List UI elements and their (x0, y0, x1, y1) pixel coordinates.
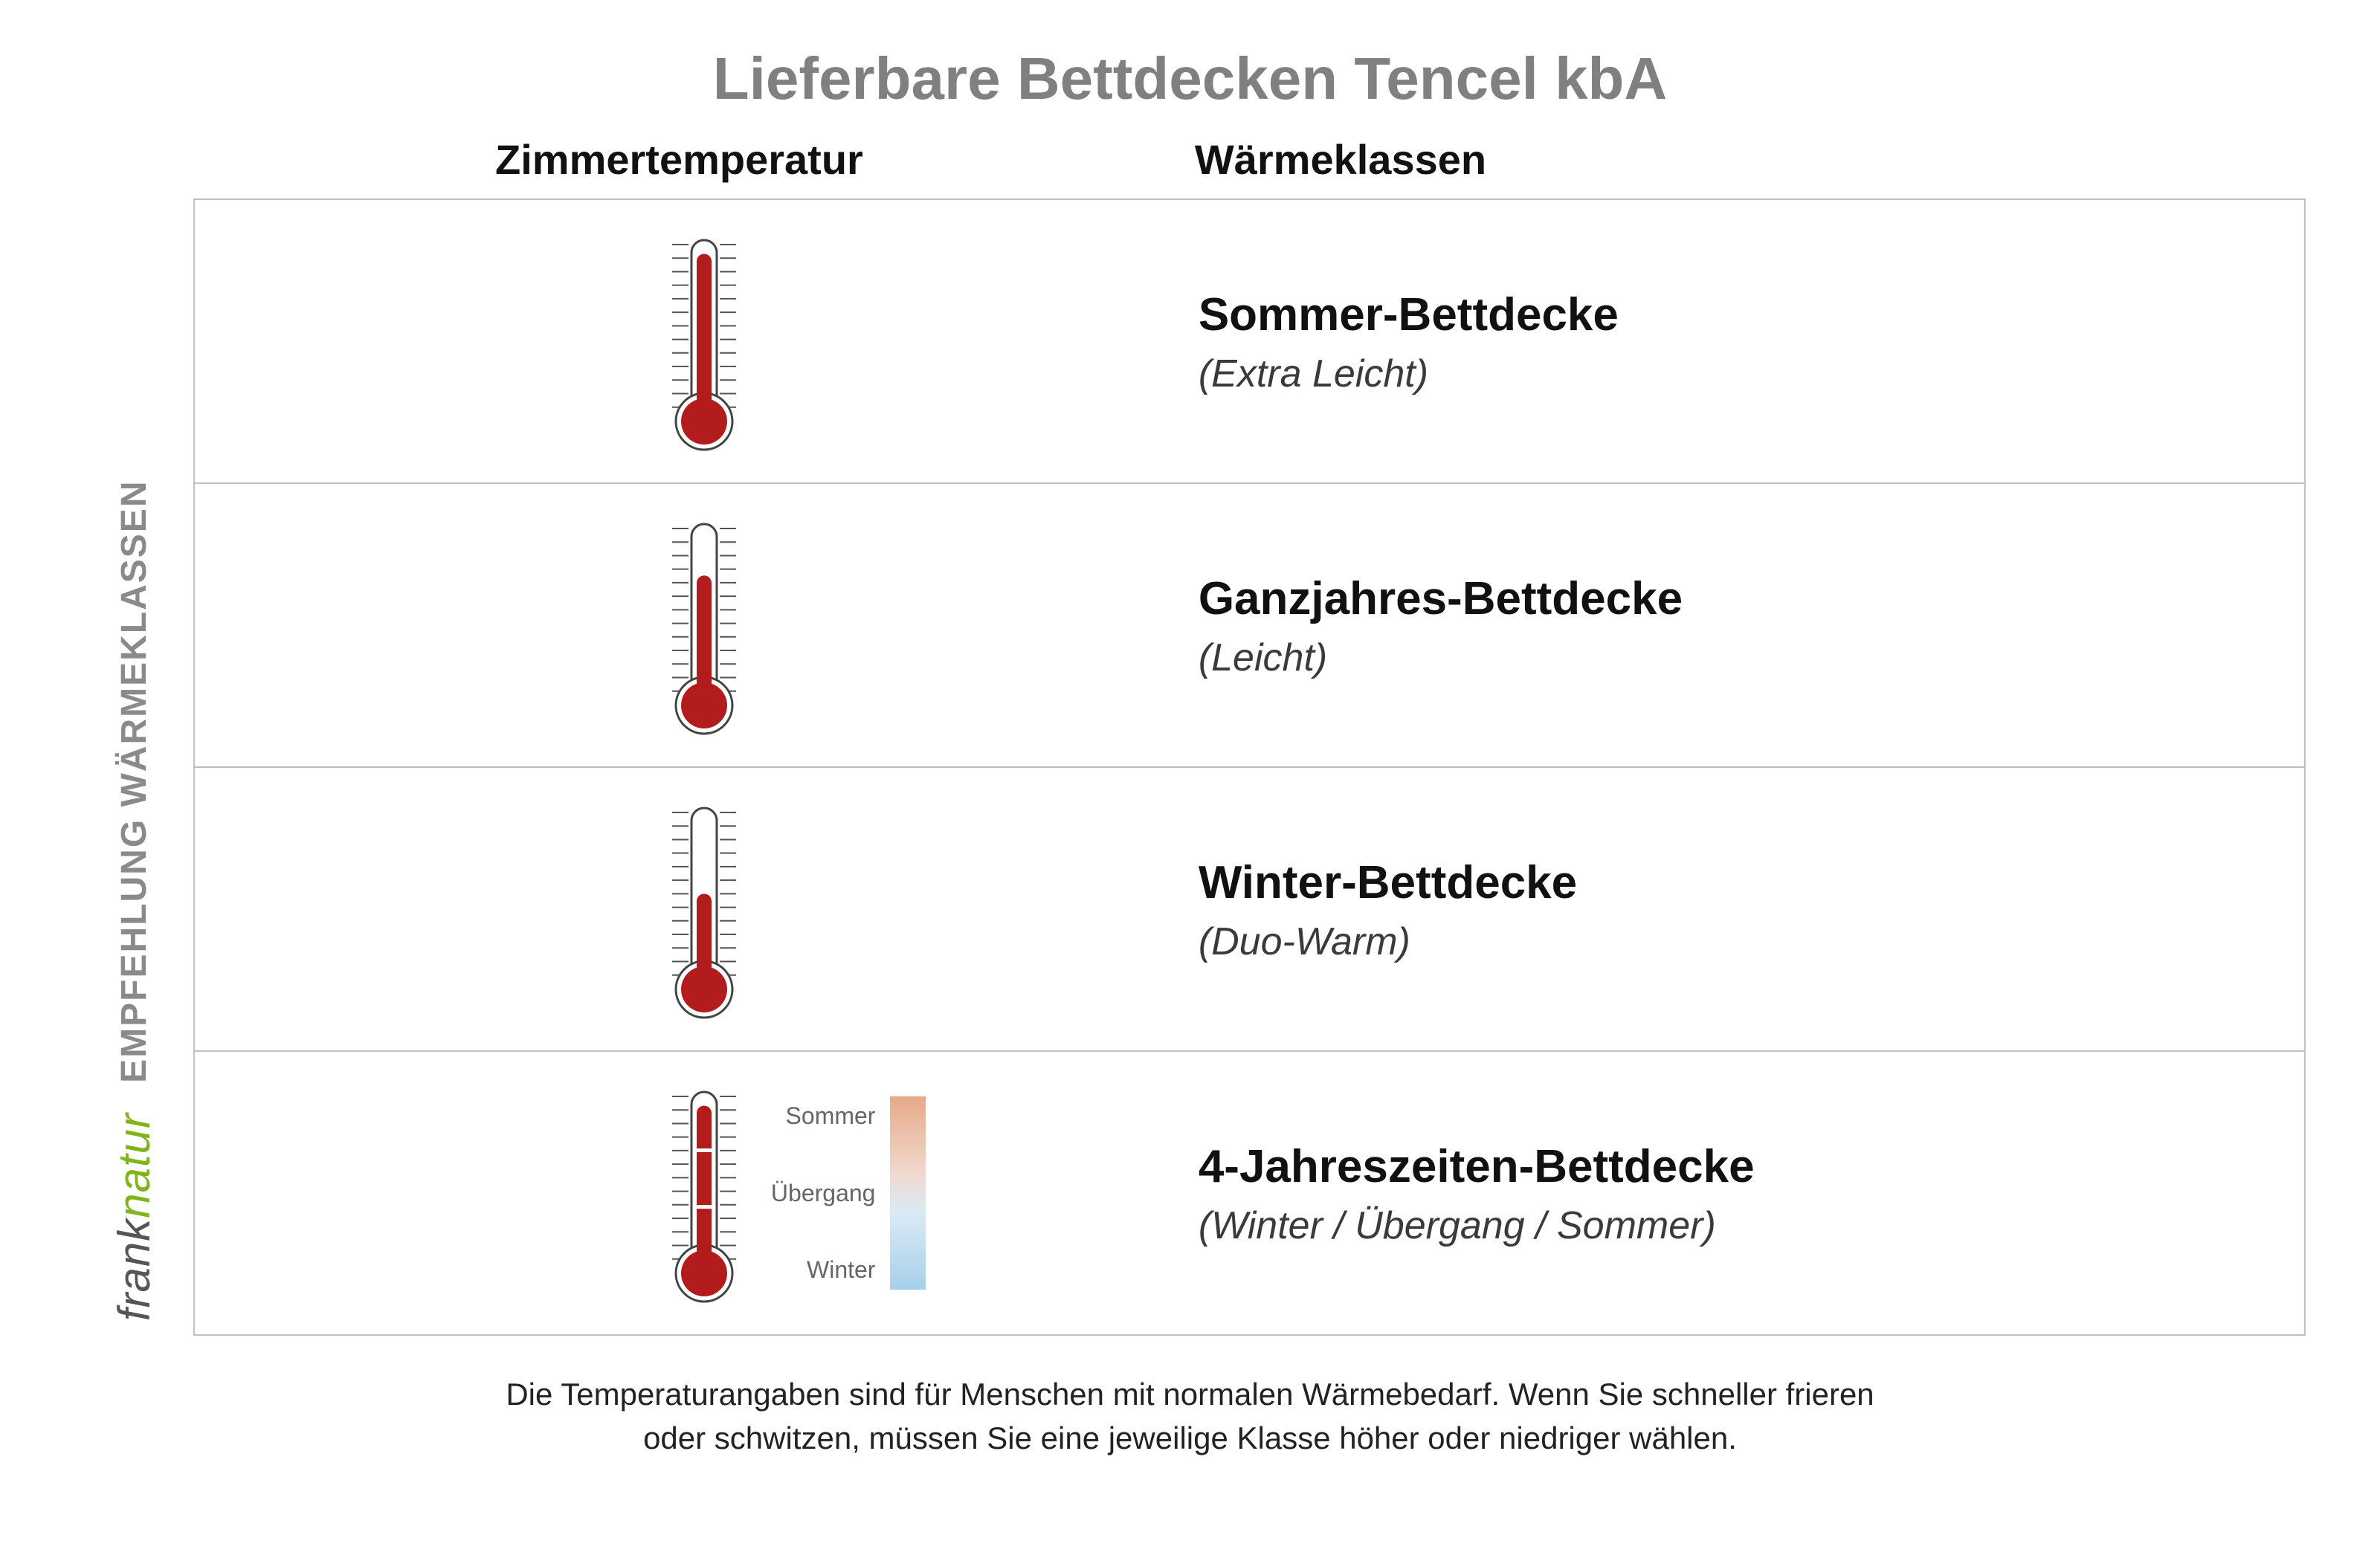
warmth-class-cell: Ganzjahres-Bettdecke (Leicht) (1169, 570, 2260, 680)
warmth-class-name: Winter-Bettdecke (1199, 854, 2260, 912)
season-legend: Sommer Übergang Winter (771, 1096, 926, 1290)
footer-line2: oder schwitzen, müssen Sie eine jeweilig… (643, 1421, 1737, 1455)
warmth-class-name: 4-Jahreszeiten-Bettdecke (1199, 1138, 2260, 1196)
header-left: Zimmertemperatur (193, 135, 1165, 184)
legend-label: Sommer (771, 1102, 876, 1130)
warmth-class-sub: (Leicht) (1199, 636, 2260, 680)
brand-part1: frank (109, 1218, 159, 1321)
thermometer-cell (239, 798, 1169, 1021)
warmth-class-sub: (Winter / Übergang / Sommer) (1199, 1203, 2260, 1248)
column-headers: Zimmertemperatur Wärmeklassen (74, 135, 2306, 184)
table-row: Sommer Übergang Winter 4-Jahreszeiten-Bettd… (195, 1052, 2304, 1334)
thermometer-icon (645, 798, 764, 1021)
legend-labels: Sommer Übergang Winter (771, 1096, 876, 1290)
footer-note: Die Temperaturangaben sind für Menschen … (74, 1373, 2306, 1461)
thermometer-cell (239, 514, 1169, 737)
brand-logo: franknatur (109, 1113, 160, 1321)
thermometer-icon (645, 230, 764, 453)
table-row: Ganzjahres-Bettdecke (Leicht) (195, 484, 2304, 768)
page-title: Lieferbare Bettdecken Tencel kbA (74, 45, 2306, 113)
brand-part2: natur (109, 1113, 159, 1218)
warmth-class-sub: (Duo-Warm) (1199, 920, 2260, 964)
warmth-class-cell: 4-Jahreszeiten-Bettdecke (Winter / Überga… (1169, 1138, 2260, 1248)
table-grid: Sommer-Bettdecke (Extra Leicht) Ganzjahre… (193, 198, 2306, 1336)
thermometer-icon (645, 514, 764, 737)
infographic-root: Lieferbare Bettdecken Tencel kbA Zimmert… (74, 45, 2306, 1531)
warmth-class-name: Ganzjahres-Bettdecke (1199, 570, 2260, 628)
sidebar: EMPFEHLUNG WÄRMEKLASSEN franknatur (74, 198, 193, 1336)
warmth-class-cell: Winter-Bettdecke (Duo-Warm) (1169, 854, 2260, 964)
sidebar-label: EMPFEHLUNG WÄRMEKLASSEN (114, 198, 155, 1083)
footer-line1: Die Temperaturangaben sind für Menschen … (506, 1377, 1874, 1412)
main-content: EMPFEHLUNG WÄRMEKLASSEN franknatur Somme… (74, 198, 2306, 1336)
table-row: Winter-Bettdecke (Duo-Warm) (195, 768, 2304, 1052)
legend-gradient-bar (890, 1096, 926, 1290)
header-right: Wärmeklassen (1165, 135, 2306, 184)
thermometer-icon (645, 1082, 764, 1305)
thermometer-cell: Sommer Übergang Winter (239, 1082, 1169, 1305)
warmth-class-name: Sommer-Bettdecke (1199, 286, 2260, 344)
warmth-class-cell: Sommer-Bettdecke (Extra Leicht) (1169, 286, 2260, 396)
legend-label: Winter (771, 1256, 876, 1284)
warmth-class-sub: (Extra Leicht) (1199, 352, 2260, 396)
table-row: Sommer-Bettdecke (Extra Leicht) (195, 200, 2304, 484)
thermometer-cell (239, 230, 1169, 453)
legend-label: Übergang (771, 1180, 876, 1207)
